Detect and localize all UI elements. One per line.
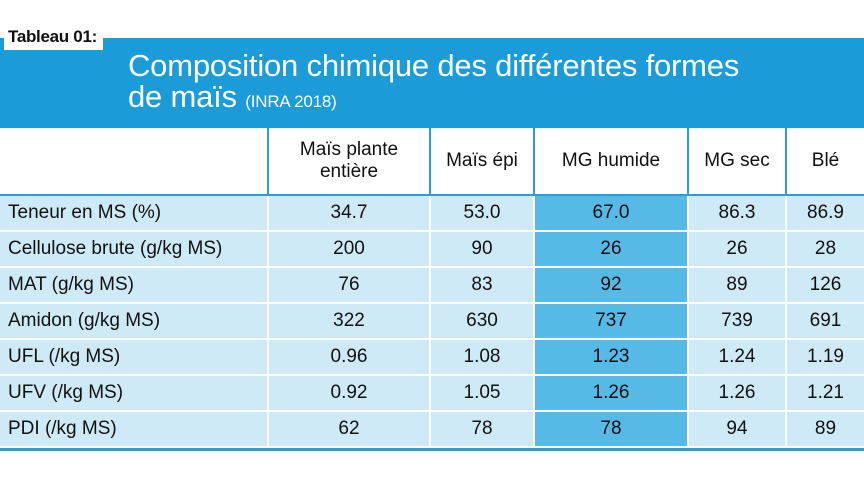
value-cell: 200 [267, 231, 430, 268]
table-row: UFL (/kg MS) 0.96 1.08 1.23 1.24 1.19 [0, 339, 864, 376]
value-cell: 737 [533, 303, 688, 340]
value-cell: 28 [785, 231, 864, 268]
header-cell: Maïs plante entière [267, 128, 430, 196]
title-line-1: Composition chimique des différentes for… [128, 48, 740, 83]
value-cell: 630 [429, 303, 534, 340]
header-cell: MG sec [687, 128, 786, 196]
value-cell: 126 [785, 267, 864, 304]
value-cell: 62 [267, 411, 430, 448]
value-cell: 1.05 [429, 375, 534, 412]
header-cell: MG humide [533, 128, 688, 196]
value-cell: 89 [785, 411, 864, 448]
value-cell: 26 [533, 231, 688, 268]
value-cell: 1.21 [785, 375, 864, 412]
value-cell: 0.96 [267, 339, 430, 376]
header-row: Maïs plante entière Maïs épi MG humide M… [0, 128, 864, 196]
row-label: Teneur en MS (%) [0, 195, 268, 232]
value-cell: 0.92 [267, 375, 430, 412]
value-cell: 89 [687, 267, 786, 304]
value-cell: 739 [687, 303, 786, 340]
table-row: MAT (g/kg MS) 76 83 92 89 126 [0, 267, 864, 304]
value-cell: 83 [429, 267, 534, 304]
value-cell: 53.0 [429, 195, 534, 232]
value-cell: 78 [533, 411, 688, 448]
value-cell: 78 [429, 411, 534, 448]
value-cell: 1.23 [533, 339, 688, 376]
row-label: Amidon (g/kg MS) [0, 303, 268, 340]
row-label: UFL (/kg MS) [0, 339, 268, 376]
value-cell: 322 [267, 303, 430, 340]
row-label: PDI (/kg MS) [0, 411, 268, 448]
composition-table: Maïs plante entière Maïs épi MG humide M… [0, 128, 864, 448]
title-band [0, 38, 864, 128]
value-cell: 1.26 [687, 375, 786, 412]
header-cell [0, 128, 268, 196]
table-tag: Tableau 01: [4, 25, 103, 50]
title-line-2-text: de maïs [128, 79, 237, 114]
table-row: UFV (/kg MS) 0.92 1.05 1.26 1.26 1.21 [0, 375, 864, 412]
header-cell: Blé [785, 128, 864, 196]
table-row: Amidon (g/kg MS) 322 630 737 739 691 [0, 303, 864, 340]
bottom-rule [0, 448, 864, 451]
row-label: Cellulose brute (g/kg MS) [0, 231, 268, 268]
title-line-2: de maïs (INRA 2018) [128, 81, 848, 117]
value-cell: 34.7 [267, 195, 430, 232]
value-cell: 90 [429, 231, 534, 268]
table-title: Composition chimique des différentes for… [128, 50, 848, 117]
value-cell: 92 [533, 267, 688, 304]
table-row: Teneur en MS (%) 34.7 53.0 67.0 86.3 86.9 [0, 195, 864, 232]
value-cell: 26 [687, 231, 786, 268]
table-row: PDI (/kg MS) 62 78 78 94 89 [0, 411, 864, 448]
value-cell: 1.08 [429, 339, 534, 376]
value-cell: 67.0 [533, 195, 688, 232]
title-source: (INRA 2018) [245, 92, 337, 111]
value-cell: 691 [785, 303, 864, 340]
value-cell: 1.19 [785, 339, 864, 376]
table-row: Cellulose brute (g/kg MS) 200 90 26 26 28 [0, 231, 864, 268]
value-cell: 86.9 [785, 195, 864, 232]
value-cell: 86.3 [687, 195, 786, 232]
value-cell: 1.26 [533, 375, 688, 412]
row-label: UFV (/kg MS) [0, 375, 268, 412]
row-label: MAT (g/kg MS) [0, 267, 268, 304]
header-cell: Maïs épi [429, 128, 534, 196]
value-cell: 94 [687, 411, 786, 448]
value-cell: 1.24 [687, 339, 786, 376]
value-cell: 76 [267, 267, 430, 304]
